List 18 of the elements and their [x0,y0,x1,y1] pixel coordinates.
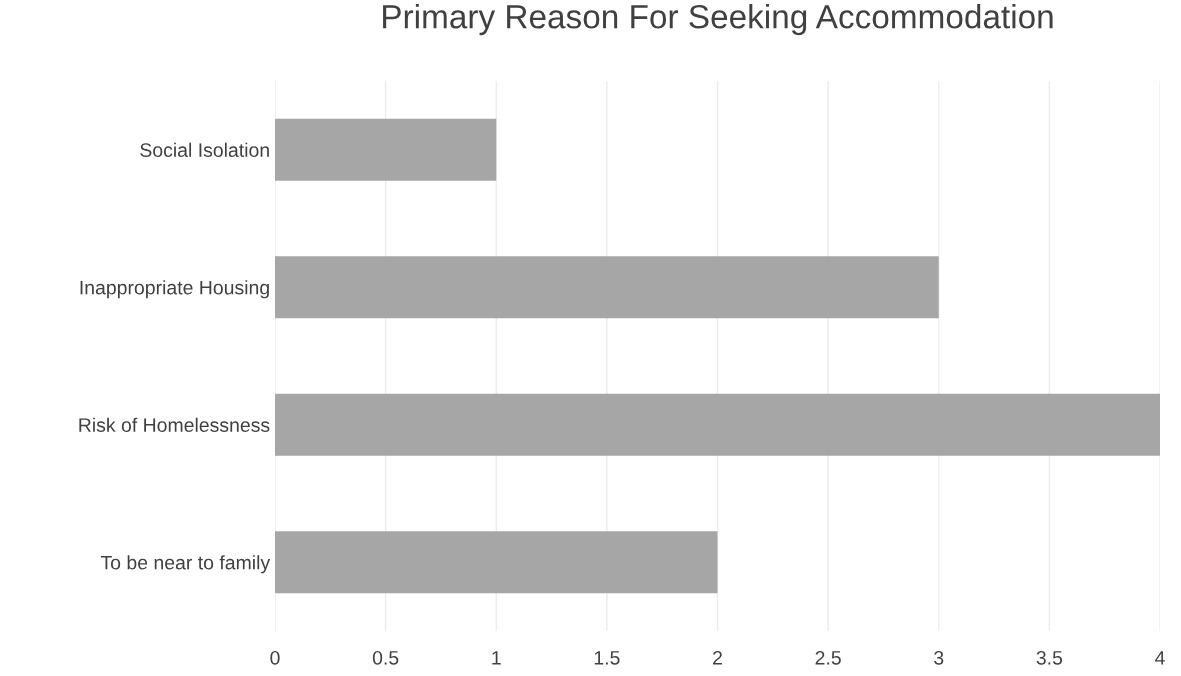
y-tick-label: Inappropriate Housing [80,280,269,299]
bar [275,531,718,594]
y-tick-label: To be near to family [100,555,271,574]
x-tick-label: 1.5 [594,651,620,665]
x-tick-label: 4 [1155,651,1165,665]
bar [275,393,1160,456]
x-tick-label: 3 [934,650,944,665]
bar [275,118,497,181]
x-tick-label: 3.5 [1036,650,1063,665]
x-tick-label: 0.5 [372,650,399,665]
x-tick-label: 2 [713,650,722,665]
y-tick-label: Social Isolation [140,142,269,157]
x-tick-label: 1 [492,651,501,665]
chart-title: Primary Reason For Seeking Accommodation [383,4,1053,36]
bar [275,256,939,319]
x-tick-label: 2.5 [815,650,841,665]
x-tick-label: 0 [270,650,280,665]
y-tick-label: Risk of Homelessness [79,417,270,432]
